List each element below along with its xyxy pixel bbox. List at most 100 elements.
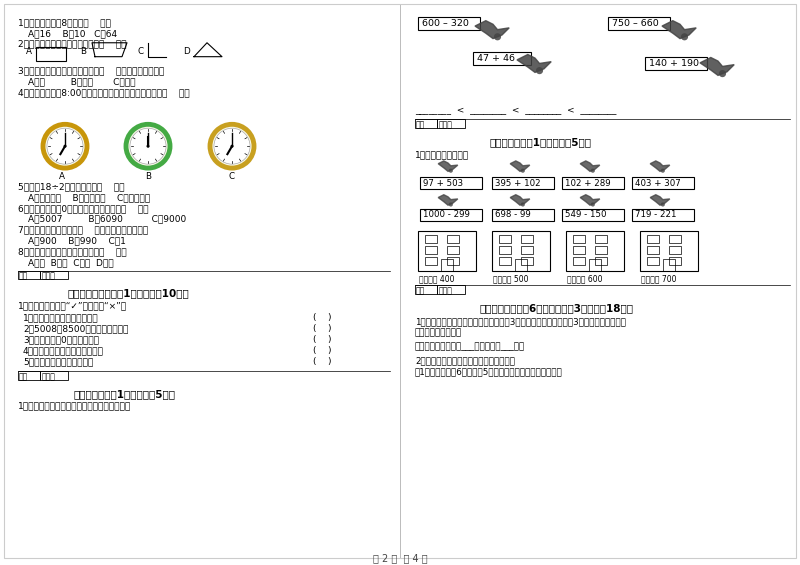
Text: A、900    B、990    C、1: A、900 B、990 C、1 bbox=[28, 237, 126, 246]
Text: 140 + 190: 140 + 190 bbox=[649, 59, 699, 68]
Text: 2、5008、8500是一个零也不读。: 2、5008、8500是一个零也不读。 bbox=[23, 324, 128, 333]
Bar bbox=[573, 246, 585, 254]
Polygon shape bbox=[438, 161, 458, 171]
Bar bbox=[447, 234, 459, 243]
Text: A、时  B、角  C、分  D、米: A、时 B、角 C、分 D、米 bbox=[28, 259, 114, 268]
Text: 395 + 102: 395 + 102 bbox=[495, 179, 541, 188]
Text: 七、连一连（共1大题，共腱5分）: 七、连一连（共1大题，共腱5分） bbox=[490, 137, 592, 147]
Circle shape bbox=[681, 33, 688, 40]
Bar bbox=[425, 234, 437, 243]
Text: 得分: 得分 bbox=[416, 286, 426, 295]
Polygon shape bbox=[438, 195, 458, 205]
Text: 3、整数末尾的0一般都不读。: 3、整数末尾的0一般都不读。 bbox=[23, 335, 99, 344]
Bar bbox=[595, 257, 607, 264]
Circle shape bbox=[230, 145, 234, 147]
Text: 1000 - 299: 1000 - 299 bbox=[423, 210, 470, 219]
Bar bbox=[589, 259, 601, 271]
Text: 7、最大的三位数再加上（    ）就是最小的四位数。: 7、最大的三位数再加上（ ）就是最小的四位数。 bbox=[18, 226, 148, 235]
Bar bbox=[473, 52, 531, 64]
Bar bbox=[40, 371, 68, 380]
Circle shape bbox=[590, 168, 595, 173]
Text: 评卷人: 评卷人 bbox=[439, 286, 453, 295]
Bar bbox=[40, 271, 68, 280]
Text: 第 2 页  共 4 页: 第 2 页 共 4 页 bbox=[373, 553, 427, 563]
Bar bbox=[499, 246, 511, 254]
Text: 750 – 660: 750 – 660 bbox=[612, 19, 658, 28]
Bar bbox=[492, 177, 554, 189]
Bar bbox=[415, 285, 437, 294]
Text: 评卷人: 评卷人 bbox=[42, 372, 56, 381]
Bar bbox=[492, 231, 550, 271]
Circle shape bbox=[661, 168, 665, 173]
Bar bbox=[663, 259, 675, 271]
Bar bbox=[521, 257, 533, 264]
Circle shape bbox=[43, 124, 87, 168]
Circle shape bbox=[590, 202, 595, 207]
Bar bbox=[669, 234, 681, 243]
Text: A: A bbox=[59, 172, 65, 181]
Text: 1、把下列算式按得数大小，从小到大排一排。: 1、把下列算式按得数大小，从小到大排一排。 bbox=[18, 402, 131, 411]
Text: 2、比较下面两题，选择合适的方法解答。: 2、比较下面两题，选择合适的方法解答。 bbox=[415, 356, 515, 365]
Bar bbox=[447, 257, 459, 264]
Text: (    ): ( ) bbox=[313, 346, 331, 355]
Text: 3、估计量从上海到北京的路程用（    ）作单位比较合适。: 3、估计量从上海到北京的路程用（ ）作单位比较合适。 bbox=[18, 67, 164, 76]
Text: A、米         B、分米       C、千米: A、米 B、分米 C、千米 bbox=[28, 77, 135, 86]
Text: A: A bbox=[26, 47, 32, 56]
Bar bbox=[420, 177, 482, 189]
Circle shape bbox=[536, 67, 543, 74]
Circle shape bbox=[661, 202, 665, 207]
Polygon shape bbox=[510, 195, 530, 205]
Bar bbox=[418, 17, 480, 30]
Text: 评卷人: 评卷人 bbox=[439, 120, 453, 129]
Polygon shape bbox=[650, 161, 670, 171]
Polygon shape bbox=[510, 161, 530, 171]
Text: 4、我们每天早上8:00上课，下面表示上课前一小时的是（    ）。: 4、我们每天早上8:00上课，下面表示上课前一小时的是（ ）。 bbox=[18, 89, 190, 98]
Bar bbox=[647, 257, 659, 264]
Text: 1、从左边起，第四位是万位。: 1、从左边起，第四位是万位。 bbox=[23, 313, 98, 322]
Text: 五、判断对与错（共1大题，共脗10分）: 五、判断对与错（共1大题，共脗10分） bbox=[68, 288, 190, 298]
Text: (    ): ( ) bbox=[313, 324, 331, 333]
Circle shape bbox=[126, 124, 170, 168]
Polygon shape bbox=[475, 21, 509, 38]
Bar bbox=[669, 257, 681, 264]
Text: 549 - 150: 549 - 150 bbox=[565, 210, 606, 219]
Text: 得数大约 700: 得数大约 700 bbox=[641, 275, 677, 284]
Bar bbox=[515, 259, 527, 271]
Circle shape bbox=[494, 33, 501, 40]
Text: ________  <  ________  <  ________  <  ________: ________ < ________ < ________ < _______… bbox=[415, 106, 616, 115]
Circle shape bbox=[521, 202, 525, 207]
Bar bbox=[632, 177, 694, 189]
Circle shape bbox=[47, 128, 83, 164]
Polygon shape bbox=[517, 54, 551, 72]
Polygon shape bbox=[580, 161, 600, 171]
Bar bbox=[647, 246, 659, 254]
Bar bbox=[645, 56, 707, 69]
Bar bbox=[499, 234, 511, 243]
Text: A、二九十八    B、三六十八    C、二六十二: A、二九十八 B、三六十八 C、二六十二 bbox=[28, 193, 150, 202]
Text: 评卷人: 评卷人 bbox=[42, 272, 56, 280]
Bar bbox=[521, 246, 533, 254]
Polygon shape bbox=[662, 21, 696, 38]
Polygon shape bbox=[650, 195, 670, 205]
Text: A、5007         B、6090          C　9000: A、5007 B、6090 C 9000 bbox=[28, 215, 186, 224]
Bar bbox=[573, 234, 585, 243]
Text: C: C bbox=[229, 172, 235, 181]
Bar bbox=[608, 17, 670, 30]
Bar bbox=[595, 234, 607, 243]
Text: 得分: 得分 bbox=[416, 120, 426, 129]
Text: 八、解决问题（共6小题，每题3分，共脗18分）: 八、解决问题（共6小题，每题3分，共脗18分） bbox=[480, 303, 634, 314]
Circle shape bbox=[130, 128, 166, 164]
Bar bbox=[640, 231, 698, 271]
Text: D: D bbox=[183, 47, 190, 56]
Text: B: B bbox=[145, 172, 151, 181]
Text: 5、近似数一般比准确数小。: 5、近似数一般比准确数小。 bbox=[23, 357, 94, 366]
Bar bbox=[573, 257, 585, 264]
Bar bbox=[562, 177, 624, 189]
Circle shape bbox=[210, 124, 254, 168]
Polygon shape bbox=[700, 58, 734, 75]
Bar bbox=[562, 209, 624, 221]
Text: 102 + 289: 102 + 289 bbox=[565, 179, 610, 188]
Bar bbox=[18, 271, 40, 280]
Text: 得数大约 500: 得数大约 500 bbox=[493, 275, 529, 284]
Text: 六、比一比（共1大题，共腱5分）: 六、比一比（共1大题，共腱5分） bbox=[73, 389, 175, 399]
